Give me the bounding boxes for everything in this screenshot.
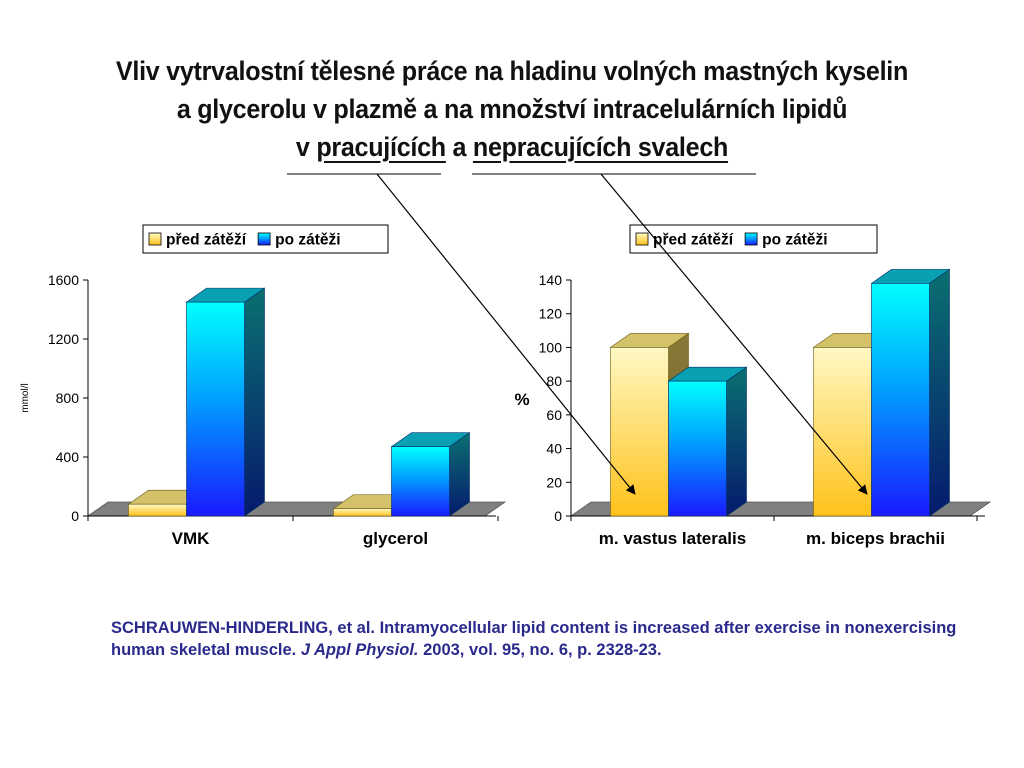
legend-label-after: po zátěži xyxy=(275,232,340,249)
legend: před zátěží po zátěži xyxy=(629,224,878,254)
legend-box xyxy=(629,224,878,254)
legend-label-before: před zátěží xyxy=(653,232,734,249)
legend-swatch-after xyxy=(744,232,758,246)
bar-after-1 xyxy=(667,366,748,517)
category-label: VMK xyxy=(172,529,211,548)
y-tick-label: 0 xyxy=(71,508,79,524)
bar-front-face xyxy=(186,301,245,517)
bar-side-face xyxy=(929,268,950,517)
y-tick-label: 40 xyxy=(546,441,562,457)
slide-title: Vliv vytrvalostní tělesné práce na hladi… xyxy=(36,52,988,166)
y-tick-label: 20 xyxy=(546,474,562,490)
category-label: m. vastus lateralis xyxy=(599,529,746,548)
bar-front-face xyxy=(333,508,392,517)
bar-front-face xyxy=(610,347,669,517)
y-tick-label: 1600 xyxy=(48,272,79,288)
bar-front-face xyxy=(871,283,930,517)
bar-front-face xyxy=(813,347,872,517)
citation-text-1: SCHRAUWEN-HINDERLING, et al. Intramyocel… xyxy=(111,619,957,659)
bar-front-face xyxy=(391,446,450,517)
bar-after-2 xyxy=(870,268,951,517)
legend-swatch-before xyxy=(148,232,162,246)
y-axis-label: mmol/l xyxy=(20,383,31,412)
citation-journal: J Appl Physiol. xyxy=(300,641,419,659)
category-label: glycerol xyxy=(363,529,428,548)
bar-side-face xyxy=(449,432,470,517)
y-tick-label: 0 xyxy=(554,508,562,524)
y-tick-label: 120 xyxy=(539,306,563,322)
y-tick-label: 140 xyxy=(539,272,563,288)
y-tick-label: 1200 xyxy=(48,331,79,347)
chart-1: 0 400 800 1200 1600 mmol/l VMK glycerol před zát… xyxy=(20,224,507,548)
bar-after-1 xyxy=(185,287,266,517)
arrow-to-vastus-lateralis xyxy=(376,173,636,495)
bar-after-2 xyxy=(390,432,471,517)
title-line-2: a glycerolu v plazmě a na množství intra… xyxy=(176,94,848,124)
citation-text-2: 2003, vol. 95, no. 6, p. 2328-23. xyxy=(418,641,662,659)
y-tick-label: 100 xyxy=(539,339,563,355)
bar-front-face xyxy=(668,380,727,517)
chart-2: 0 20 40 60 80 100 120 140% m. vastus lateralis m.… xyxy=(514,224,992,548)
arrow-to-biceps-brachii xyxy=(600,173,868,495)
category-label: m. biceps brachii xyxy=(806,529,945,548)
y-tick-label: 80 xyxy=(546,373,562,389)
legend-swatch-after xyxy=(257,232,271,246)
title-line-3-mid: a xyxy=(445,132,473,162)
bar-side-face xyxy=(726,366,747,517)
title-line-3: v pracujících a nepracujících svalech xyxy=(36,128,988,166)
legend: před zátěží po zátěži xyxy=(142,224,389,254)
title-working-muscles: pracujících xyxy=(316,132,446,162)
bar-side-face xyxy=(244,287,265,517)
legend-swatch-before xyxy=(635,232,649,246)
legend-label-after: po zátěži xyxy=(762,232,827,249)
title-line-3-prefix: v xyxy=(295,132,317,162)
title-nonworking-muscles: nepracujících svalech xyxy=(472,132,729,162)
y-tick-label: 800 xyxy=(56,390,80,406)
y-tick-label: 60 xyxy=(546,407,562,423)
citation: SCHRAUWEN-HINDERLING, et al. Intramyocel… xyxy=(111,617,991,661)
bar-front-face xyxy=(128,503,187,517)
title-line-1: Vliv vytrvalostní tělesné práce na hladi… xyxy=(115,56,909,86)
y-tick-label: 400 xyxy=(56,449,80,465)
y-axis-label: % xyxy=(514,390,529,409)
legend-label-before: před zátěží xyxy=(166,232,247,249)
